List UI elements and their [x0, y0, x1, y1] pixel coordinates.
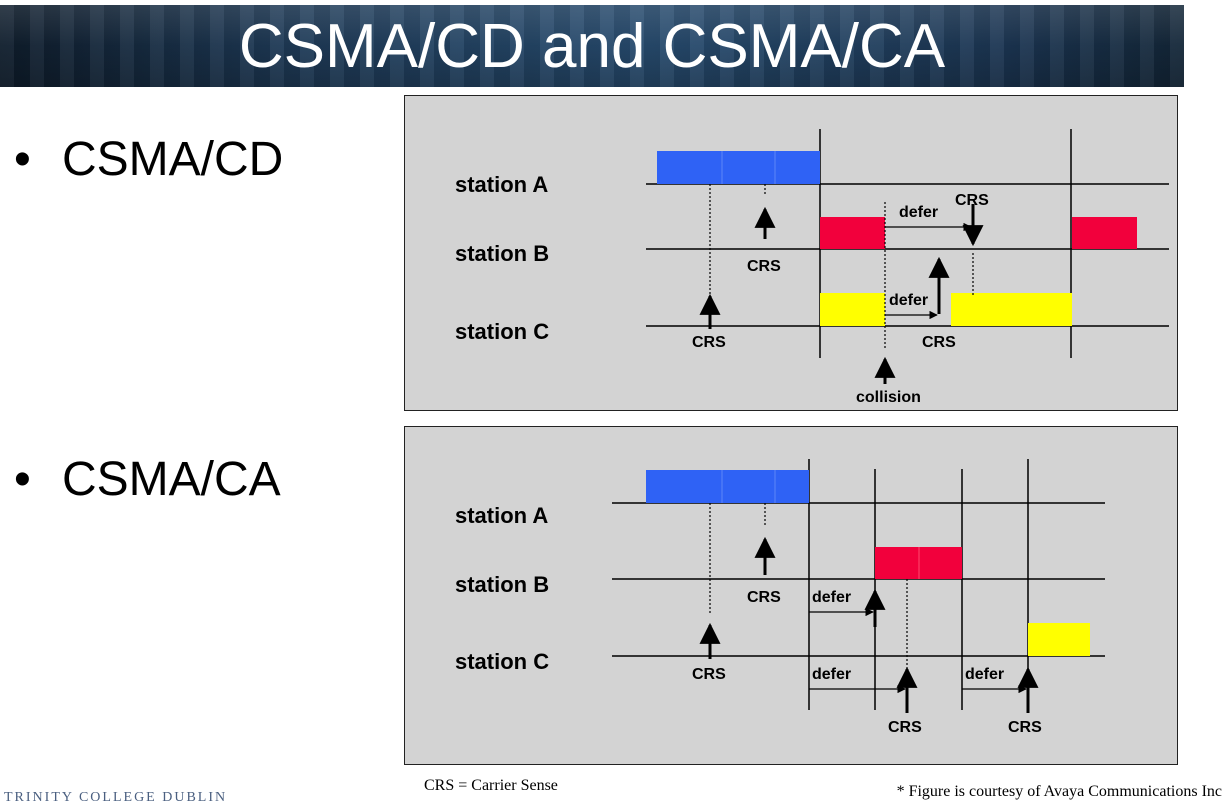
frame-a: [657, 151, 820, 184]
bullet-icon: •: [14, 453, 31, 506]
crs-label: CRS: [692, 334, 726, 351]
frame-a: [646, 470, 809, 503]
csma-cd-diagram: station A station B station C CRS: [404, 95, 1178, 411]
frame-c: [1028, 623, 1090, 656]
station-b-label: station B: [455, 241, 549, 266]
title-bar: CSMA/CD and CSMA/CA: [0, 5, 1184, 87]
crs-label: CRS: [747, 589, 781, 606]
defer-label: defer: [812, 589, 851, 606]
csma-ca-timing-svg: station A station B station C CRS: [455, 459, 1105, 736]
bullet-icon: •: [14, 133, 31, 186]
csma-cd-timing-svg: station A station B station C CRS: [455, 129, 1169, 406]
page-title: CSMA/CD and CSMA/CA: [238, 12, 946, 81]
station-a-label: station A: [455, 172, 548, 197]
station-b-label: station B: [455, 572, 549, 597]
defer-label: defer: [812, 666, 851, 683]
defer-label: defer: [965, 666, 1004, 683]
frame-c: [951, 293, 1072, 326]
crs-label: CRS: [747, 258, 781, 275]
footnote-crs-definition: CRS = Carrier Sense: [424, 777, 558, 794]
crs-label: CRS: [1008, 719, 1042, 736]
crs-label: CRS: [692, 666, 726, 683]
bullet-item-csma-cd: • CSMA/CD: [14, 132, 283, 187]
defer-label: defer: [899, 204, 938, 221]
collision-label: collision: [856, 389, 921, 406]
footnote-figure-credit: * Figure is courtesy of Avaya Communicat…: [896, 783, 1222, 800]
bullet-item-csma-ca: • CSMA/CA: [14, 452, 281, 507]
bullet-text: CSMA/CA: [62, 453, 281, 506]
station-a-label: station A: [455, 503, 548, 528]
frame-b: [1072, 217, 1137, 249]
bullet-text: CSMA/CD: [62, 133, 284, 186]
frame-b: [820, 217, 885, 249]
crs-label: CRS: [922, 334, 956, 351]
station-c-label: station C: [455, 649, 549, 674]
station-c-label: station C: [455, 319, 549, 344]
crs-label: CRS: [888, 719, 922, 736]
university-logo: TRINITY COLLEGE DUBLIN: [4, 790, 228, 805]
defer-label: defer: [889, 292, 928, 309]
frame-c: [820, 293, 885, 326]
csma-ca-diagram: station A station B station C CRS: [404, 426, 1178, 765]
crs-label: CRS: [955, 192, 989, 209]
